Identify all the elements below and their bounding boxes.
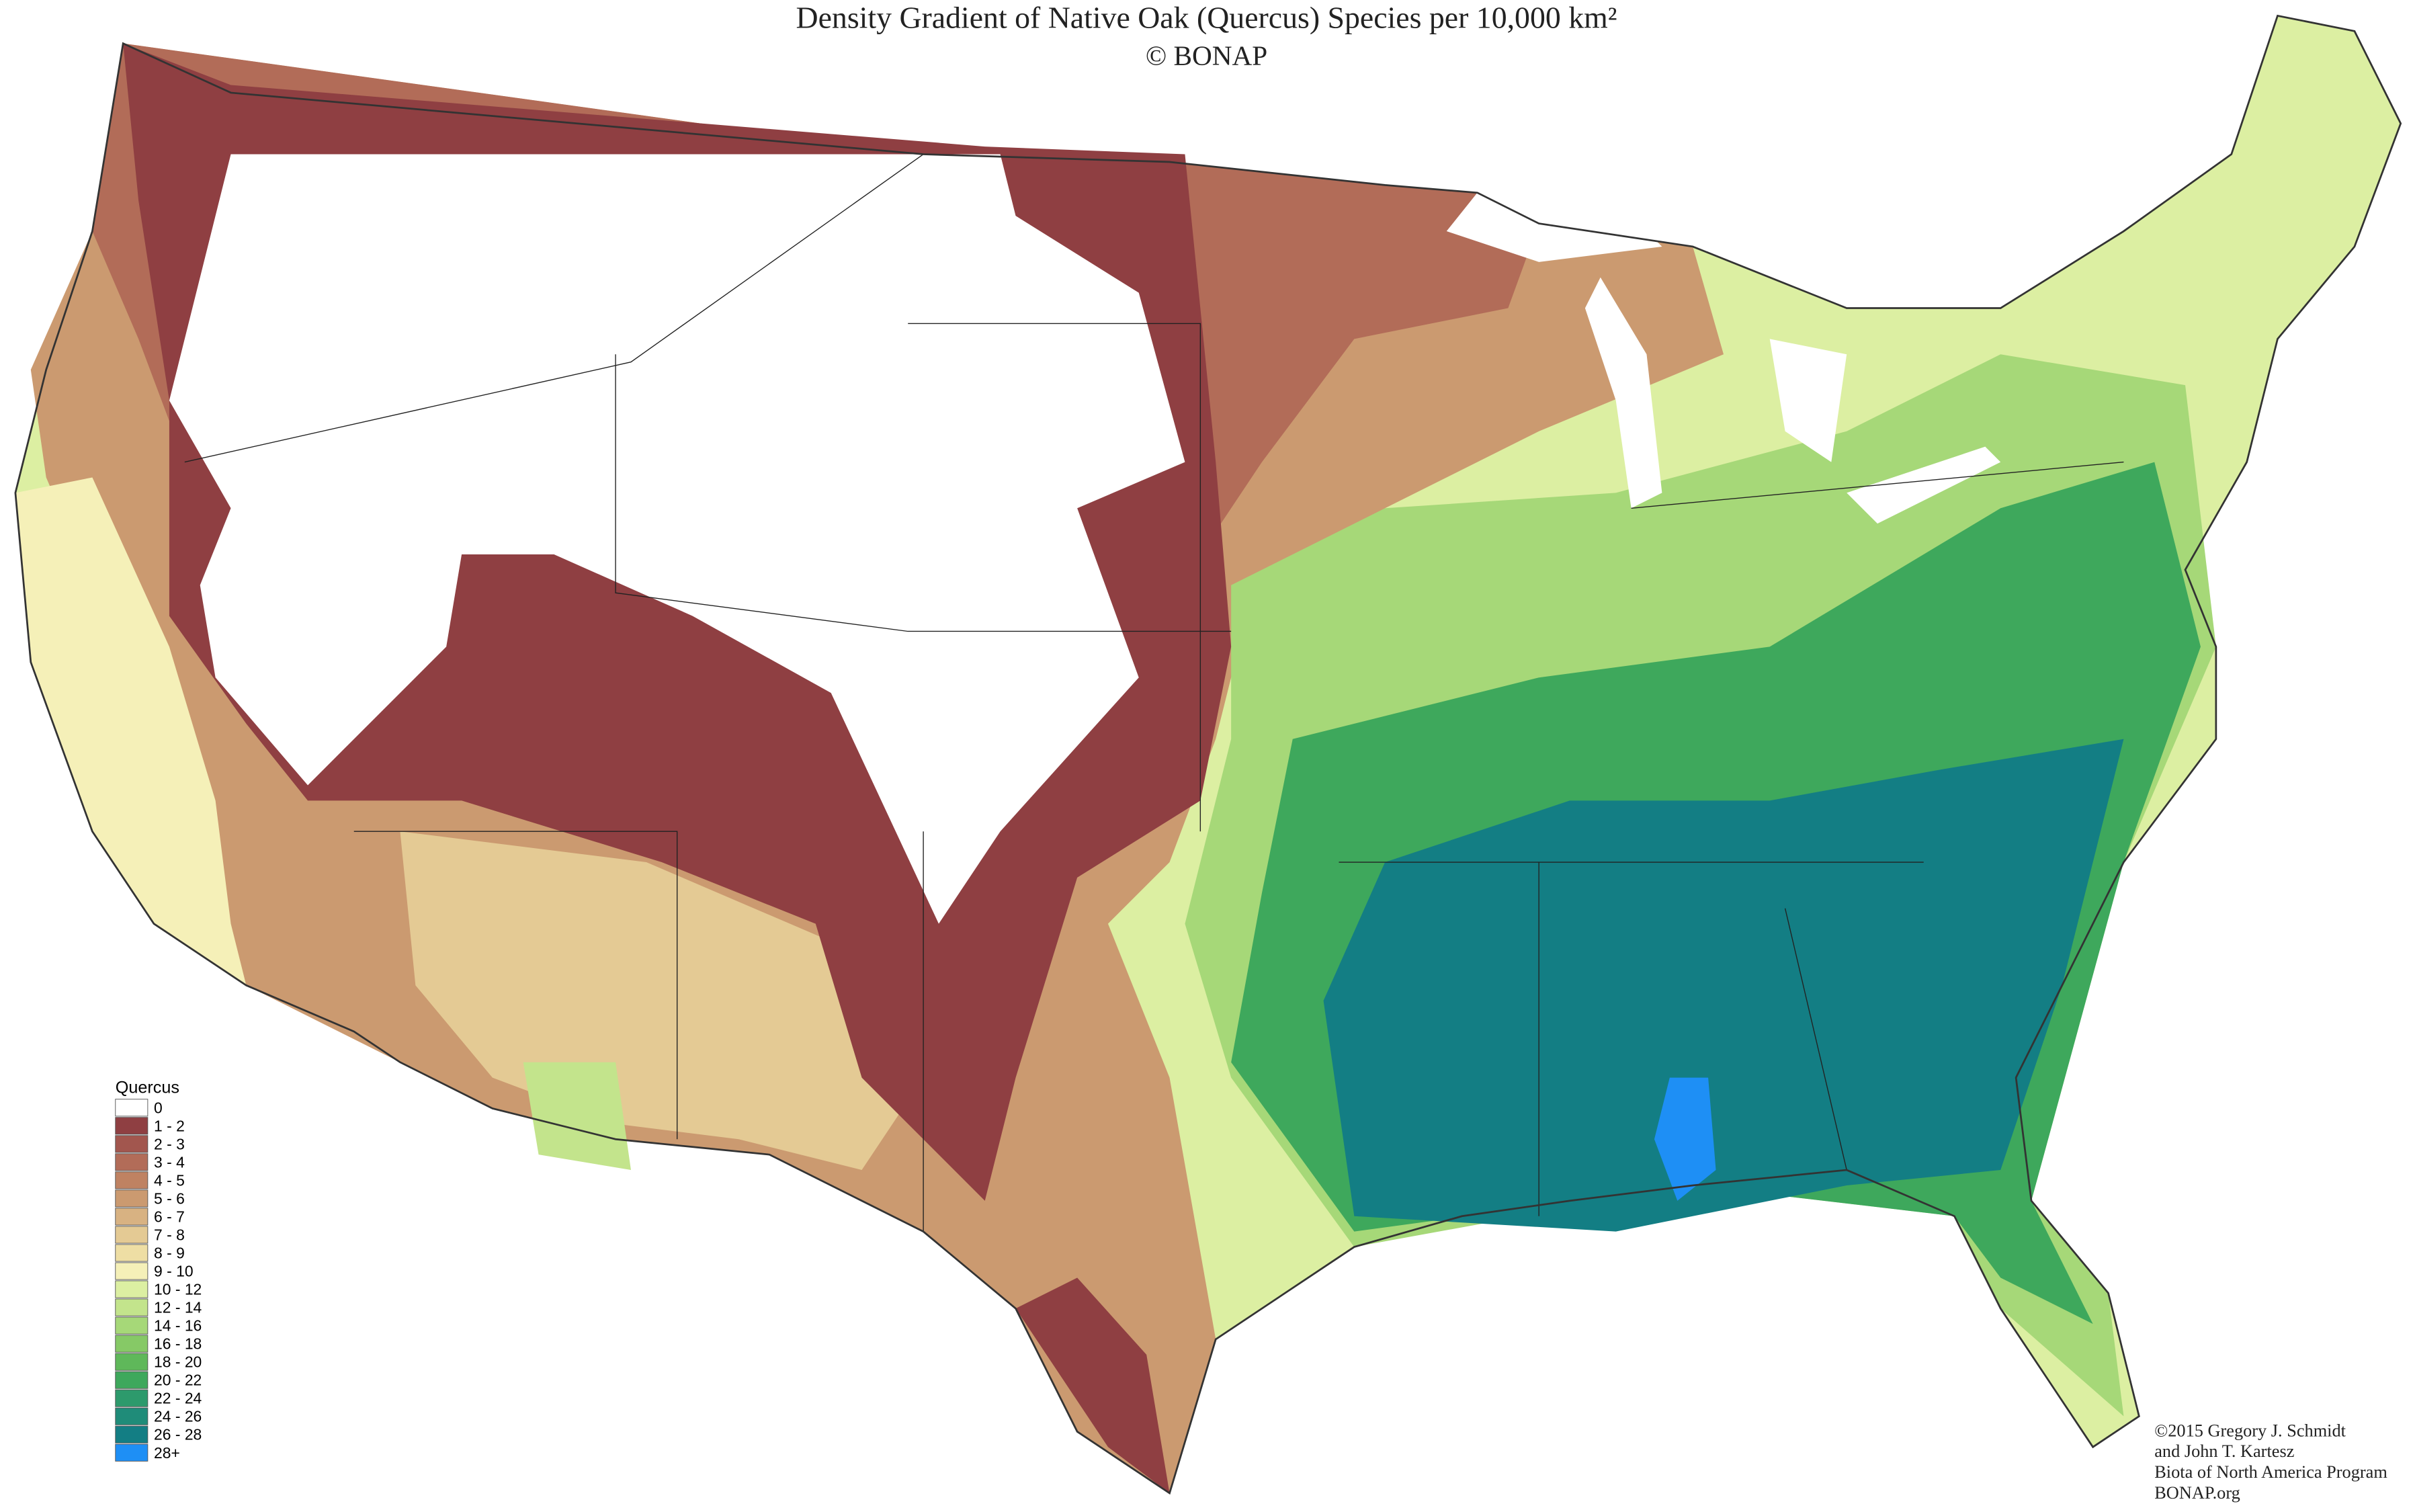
legend-swatch xyxy=(115,1171,149,1189)
state-line xyxy=(1784,908,1847,1171)
state-line xyxy=(1631,461,2124,509)
legend-swatch xyxy=(115,1353,149,1371)
legend-swatch xyxy=(115,1099,149,1117)
legend-label: 9 - 10 xyxy=(154,1263,194,1280)
credit-line: and John T. Kartesz xyxy=(2154,1441,2294,1461)
legend-label: 0 xyxy=(154,1099,163,1116)
state-line xyxy=(184,153,924,463)
legend-swatch xyxy=(115,1153,149,1171)
legend-swatch xyxy=(115,1335,149,1353)
legend-swatch xyxy=(115,1443,149,1462)
legend-label: 5 - 6 xyxy=(154,1189,185,1207)
credit-line: BONAP.org xyxy=(2154,1483,2240,1503)
legend-label: 24 - 26 xyxy=(154,1408,202,1425)
credit-line: Biota of North America Program xyxy=(2154,1462,2387,1482)
legend-title: Quercus xyxy=(116,1079,179,1097)
credit-line: ©2015 Gregory J. Schmidt xyxy=(2154,1421,2346,1440)
legend-swatch xyxy=(115,1425,149,1443)
legend-label: 26 - 28 xyxy=(154,1426,202,1443)
legend-swatch xyxy=(115,1117,149,1135)
legend-label: 3 - 4 xyxy=(154,1153,185,1171)
legend-swatch xyxy=(115,1244,149,1262)
lake xyxy=(1446,192,1662,262)
region xyxy=(1654,1077,1716,1201)
legend-label: 1 - 2 xyxy=(154,1117,185,1134)
map-title: Density Gradient of Native Oak (Quercus)… xyxy=(796,1,1617,35)
legend-swatch xyxy=(115,1298,149,1316)
state-line xyxy=(908,323,1201,832)
legend-label: 12 - 14 xyxy=(154,1299,202,1316)
region xyxy=(15,477,247,986)
legend-label: 6 - 7 xyxy=(154,1208,185,1225)
country-outline xyxy=(14,14,2402,1495)
legend-swatch xyxy=(115,1189,149,1208)
state-line xyxy=(353,831,678,1140)
state-lines xyxy=(184,153,2124,1232)
legend-swatch xyxy=(115,1262,149,1280)
legend-label: 20 - 22 xyxy=(154,1372,202,1389)
lake xyxy=(1769,339,1847,462)
region xyxy=(169,154,1185,924)
legend-swatch xyxy=(115,1226,149,1244)
map-regions xyxy=(15,15,2401,1493)
state-line xyxy=(615,354,1232,632)
legend-label: 7 - 8 xyxy=(154,1226,185,1243)
legend-label: 18 - 20 xyxy=(154,1353,202,1371)
legend-label: 14 - 16 xyxy=(154,1317,202,1335)
map-subtitle: © BONAP xyxy=(1146,40,1267,71)
legend-swatch xyxy=(115,1371,149,1389)
legend: Quercus 01 - 22 - 33 - 44 - 55 - 66 - 77… xyxy=(115,1079,202,1462)
legend-label: 28+ xyxy=(154,1444,180,1462)
region xyxy=(523,1062,631,1171)
region xyxy=(1015,1277,1170,1493)
lake xyxy=(1847,446,2001,524)
legend-label: 10 - 12 xyxy=(154,1281,202,1298)
legend-label: 2 - 3 xyxy=(154,1135,185,1152)
legend-swatch xyxy=(115,1389,149,1407)
legend-label: 8 - 9 xyxy=(154,1245,185,1262)
legend-label: 22 - 24 xyxy=(154,1390,202,1407)
legend-label: 4 - 5 xyxy=(154,1171,185,1189)
legend-swatch xyxy=(115,1135,149,1153)
legend-swatch xyxy=(115,1407,149,1425)
legend-swatch xyxy=(115,1208,149,1226)
legend-swatch xyxy=(115,1316,149,1335)
legend-label: 16 - 18 xyxy=(154,1335,202,1353)
legend-swatch xyxy=(115,1280,149,1298)
lake xyxy=(1584,277,1662,509)
